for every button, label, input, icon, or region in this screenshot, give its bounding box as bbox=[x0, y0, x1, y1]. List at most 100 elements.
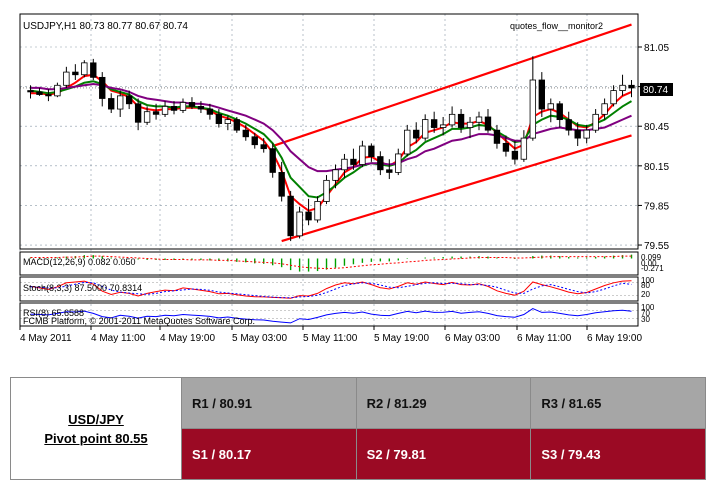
candle-body bbox=[314, 201, 321, 221]
candle bbox=[287, 190, 294, 242]
candle-body bbox=[81, 62, 88, 76]
candle-body bbox=[287, 195, 294, 237]
candle-body bbox=[341, 158, 348, 171]
panel-frames bbox=[19, 13, 639, 327]
y-tick-label: 79.85 bbox=[644, 201, 669, 212]
candle bbox=[224, 115, 232, 131]
candle bbox=[538, 72, 545, 117]
candle-body bbox=[117, 95, 124, 110]
candle bbox=[529, 56, 537, 141]
candle bbox=[583, 124, 590, 144]
candle bbox=[170, 101, 178, 115]
candle bbox=[359, 140, 366, 168]
candle-body bbox=[54, 84, 61, 97]
candle-body bbox=[108, 98, 115, 110]
candle bbox=[90, 58, 97, 81]
candle-body bbox=[224, 119, 232, 124]
candle bbox=[502, 135, 510, 157]
support-2: S2 / 79.81 bbox=[355, 428, 532, 480]
candle-body bbox=[556, 103, 563, 121]
candle bbox=[556, 101, 563, 128]
candle bbox=[520, 130, 528, 162]
candle-body bbox=[601, 103, 608, 115]
candle-body bbox=[430, 119, 438, 128]
candle-body bbox=[161, 106, 169, 115]
candle-body bbox=[242, 129, 249, 138]
panel-frame-0 bbox=[19, 13, 639, 250]
resistance-2: R2 / 81.29 bbox=[355, 377, 532, 429]
candle bbox=[278, 161, 285, 202]
candle-body bbox=[547, 103, 554, 110]
candle-body bbox=[457, 113, 465, 128]
candle bbox=[484, 109, 492, 133]
candle bbox=[117, 90, 124, 117]
candle-body bbox=[296, 211, 303, 237]
stoch-scale-80: 80 bbox=[641, 281, 650, 290]
candle-body bbox=[413, 129, 420, 139]
candle-body bbox=[538, 79, 545, 110]
candle-body bbox=[278, 172, 285, 197]
candle bbox=[81, 60, 88, 78]
candle-body bbox=[502, 142, 510, 152]
candle bbox=[143, 106, 151, 125]
x-tick-label: 6 May 11:00 bbox=[517, 333, 572, 344]
candle-body bbox=[233, 119, 240, 131]
channel-line-lower bbox=[281, 134, 632, 243]
candle-body bbox=[466, 121, 474, 128]
macd-signal-line bbox=[30, 255, 632, 270]
support-3: S3 / 79.43 bbox=[530, 428, 706, 480]
candle bbox=[377, 151, 384, 176]
candle-body bbox=[188, 102, 196, 107]
y-tick-label: 80.45 bbox=[644, 122, 669, 133]
candle-body bbox=[36, 91, 43, 95]
candle bbox=[233, 116, 240, 133]
channel-line-upper bbox=[272, 23, 632, 148]
candle bbox=[601, 98, 608, 120]
candle bbox=[439, 116, 447, 136]
trend-channel bbox=[272, 23, 632, 243]
candle bbox=[422, 114, 429, 141]
candle bbox=[610, 85, 617, 107]
candle bbox=[341, 153, 348, 178]
candle-body bbox=[134, 103, 142, 123]
current-price-badge bbox=[640, 83, 673, 96]
candle bbox=[296, 206, 303, 239]
panel-frame-3 bbox=[19, 302, 639, 327]
candle bbox=[27, 85, 34, 99]
candle bbox=[36, 87, 43, 96]
candle bbox=[215, 109, 223, 128]
candle bbox=[206, 103, 214, 120]
candle-body bbox=[152, 111, 160, 115]
candle bbox=[45, 89, 52, 102]
candle-body bbox=[574, 129, 581, 139]
copyright-label: FCMB Platform, © 2001-2011 MetaQuotes So… bbox=[23, 316, 255, 326]
candle-body bbox=[395, 153, 402, 173]
candle-body bbox=[565, 119, 572, 131]
candle bbox=[547, 98, 554, 123]
candle-body bbox=[404, 129, 411, 155]
candle bbox=[493, 124, 501, 149]
pair-name: USD/JPY bbox=[68, 411, 124, 427]
candle-body bbox=[305, 211, 312, 221]
pivot-table: USD/JPY Pivot point 80.55 R1 / 80.91 R2 … bbox=[10, 377, 706, 480]
candle-body bbox=[448, 113, 456, 126]
candle-body bbox=[269, 148, 276, 173]
stoch-main-line bbox=[30, 280, 632, 299]
chart-background bbox=[0, 0, 715, 372]
x-tick-label: 4 May 2011 bbox=[20, 333, 72, 344]
candle bbox=[628, 80, 635, 98]
candle bbox=[125, 90, 133, 110]
candle-body bbox=[493, 129, 501, 144]
candle-body bbox=[368, 145, 375, 157]
candle-body bbox=[143, 111, 151, 123]
pivot-pair-cell: USD/JPY Pivot point 80.55 bbox=[10, 377, 182, 480]
candle bbox=[413, 122, 420, 144]
candle bbox=[72, 64, 79, 81]
x-tick-label: 4 May 19:00 bbox=[160, 333, 215, 344]
candle-body bbox=[350, 158, 357, 165]
candle bbox=[242, 124, 249, 141]
candle bbox=[188, 97, 196, 110]
indicator-panels bbox=[20, 254, 638, 324]
candle bbox=[108, 93, 115, 114]
